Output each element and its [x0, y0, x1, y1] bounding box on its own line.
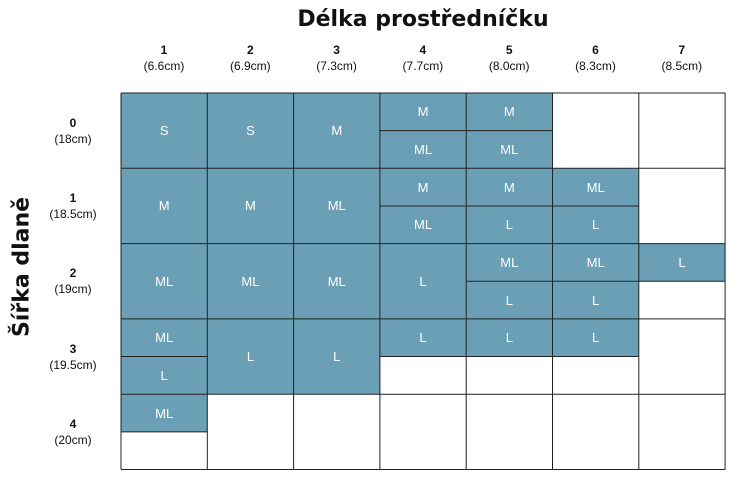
size-cell: L [552, 318, 639, 357]
size-cell: ML [207, 243, 294, 319]
chart-title: Délka prostředníčku [297, 7, 549, 32]
size-cell: ML [121, 318, 208, 357]
row-measure: (18.5cm) [49, 206, 97, 221]
size-cell: S [207, 93, 294, 169]
size-cell: L [121, 356, 208, 395]
column-number: 3 [333, 43, 340, 57]
row-number: 0 [69, 115, 77, 130]
column-measure: (8.5cm) [661, 59, 703, 73]
size-cell: L [379, 318, 467, 357]
column-number: 7 [678, 43, 686, 57]
column-number: 4 [419, 43, 427, 57]
row-measure: (19cm) [54, 282, 92, 297]
row-header: 2 (19cm) [40, 265, 106, 297]
column-measure: (6.9cm) [229, 59, 271, 73]
size-cell: L [466, 281, 553, 319]
row-header: 0 (18cm) [40, 115, 106, 147]
column-number: 2 [246, 43, 254, 57]
size-cell: L [552, 205, 639, 244]
size-cell: L [207, 318, 294, 395]
size-cell: ML [293, 168, 380, 244]
size-cell: ML [121, 394, 208, 432]
column-measure: (6.6cm) [143, 59, 185, 73]
row-number: 2 [69, 266, 77, 281]
column-measure: (8.3cm) [575, 59, 616, 73]
size-cell: ML [552, 168, 639, 206]
size-cell: M [293, 93, 380, 169]
row-measure: (19.5cm) [49, 357, 97, 372]
column-measure: (8.0cm) [488, 59, 530, 73]
row-measure: (18cm) [54, 131, 92, 146]
column-number: 5 [505, 43, 513, 57]
size-cell: M [121, 168, 208, 244]
size-cell: M [207, 168, 294, 244]
size-cell: ML [552, 243, 639, 282]
row-header: 1 (18.5cm) [40, 190, 106, 222]
row-measure: (20cm) [54, 432, 92, 447]
column-measure: (7.3cm) [316, 59, 357, 73]
column-header: 5 (8.0cm) [466, 42, 552, 74]
size-cell: L [379, 243, 467, 319]
size-cell: ML [293, 243, 380, 319]
size-cell: ML [466, 243, 553, 282]
row-header: 3 (19.5cm) [40, 341, 106, 373]
size-cell: L [466, 318, 553, 357]
row-header: 4 (20cm) [40, 416, 106, 448]
column-header: 4 (7.7cm) [380, 42, 466, 74]
row-number: 1 [69, 190, 77, 205]
size-cell: L [466, 205, 553, 244]
size-cell: L [293, 318, 380, 395]
size-cell: M [379, 168, 467, 206]
size-cell: ML [379, 130, 467, 169]
column-header: 1 (6.6cm) [121, 42, 207, 74]
size-cell: M [466, 93, 553, 131]
size-cell: L [638, 243, 726, 282]
row-number: 4 [69, 416, 77, 431]
column-number: 1 [160, 43, 168, 57]
column-header: 6 (8.3cm) [553, 42, 639, 74]
size-cell: M [379, 93, 467, 131]
column-header: 3 (7.3cm) [294, 42, 380, 74]
column-number: 6 [592, 43, 599, 57]
size-cell: L [552, 281, 639, 319]
column-header: 2 (6.9cm) [207, 42, 293, 74]
size-cell: ML [466, 130, 553, 169]
column-measure: (7.7cm) [402, 59, 444, 73]
size-cell: ML [379, 205, 467, 244]
row-number: 3 [69, 341, 77, 356]
column-header: 7 (8.5cm) [639, 42, 725, 74]
size-cell: M [466, 168, 553, 206]
size-cell: S [121, 93, 208, 169]
size-cell: ML [121, 243, 208, 319]
